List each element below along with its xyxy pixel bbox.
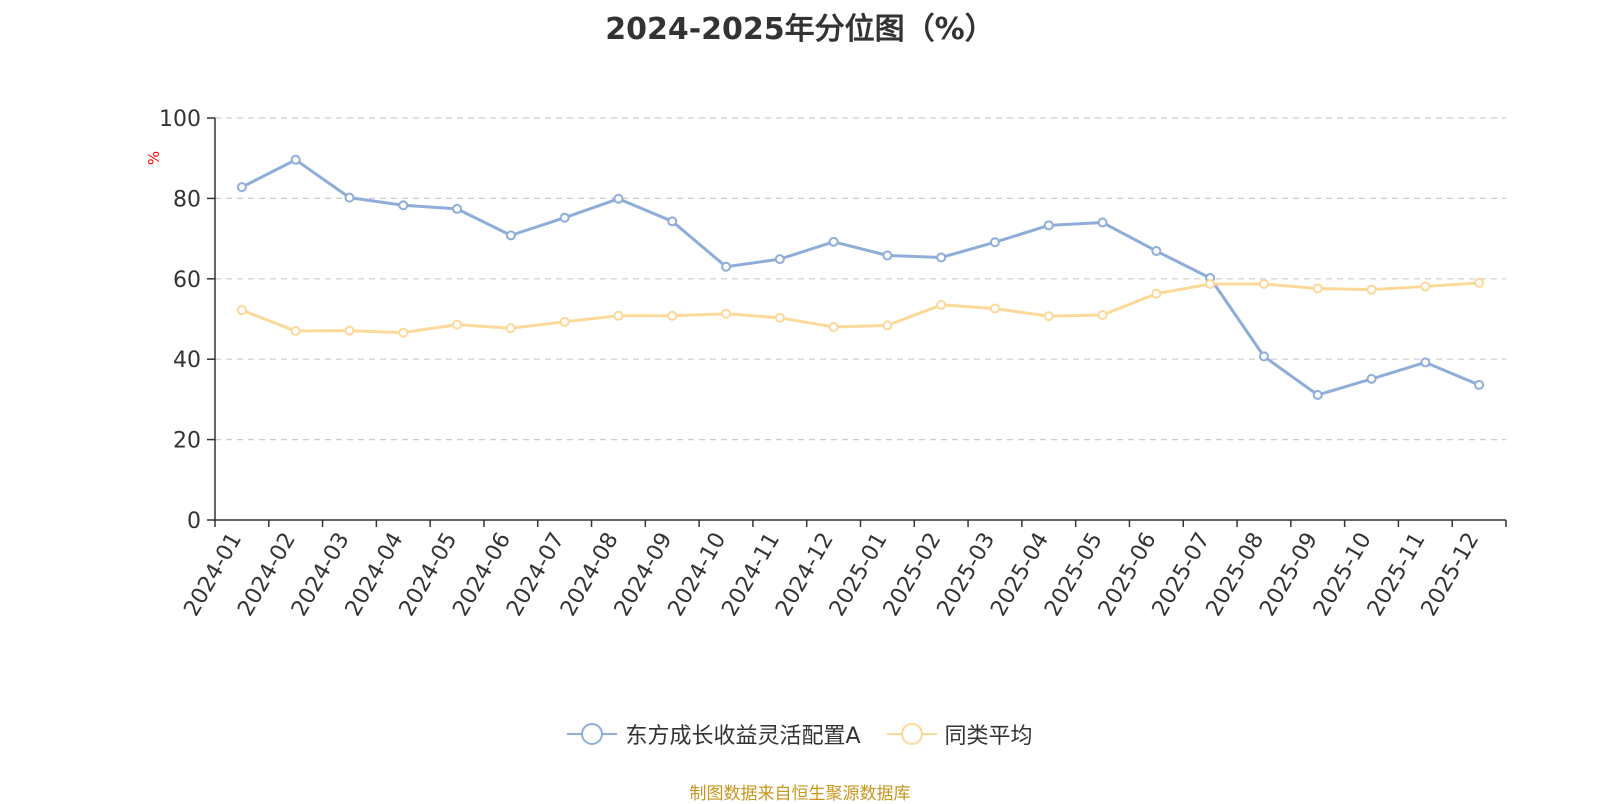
data-point-series-1-2024-02 (290, 154, 301, 165)
data-point-series-1-2025-05 (1097, 217, 1108, 228)
data-point-series-1-2025-12 (1474, 379, 1485, 390)
data-point-series-2-2025-07 (1205, 279, 1216, 290)
data-point-series-1-2024-06 (505, 230, 516, 241)
data-point-series-2-2025-05 (1097, 309, 1108, 320)
data-point-series-1-2025-02 (936, 252, 947, 263)
data-point-series-1-2024-03 (344, 192, 355, 203)
legend-label-series-2: 同类平均 (944, 724, 1033, 749)
data-point-series-1-2024-09 (667, 216, 678, 227)
data-point-series-2-2024-04 (398, 327, 409, 338)
series-lines (236, 154, 1485, 400)
data-point-series-2-2024-09 (667, 310, 678, 321)
data-point-series-2-2025-11 (1420, 281, 1431, 292)
data-point-series-2-2024-05 (452, 319, 463, 330)
data-point-series-1-2025-08 (1258, 351, 1269, 362)
data-point-series-1-2025-11 (1420, 357, 1431, 368)
legend-item-series-1[interactable]: 东方成长收益灵活配置A (567, 718, 861, 750)
y-axis-label: % (145, 151, 163, 165)
data-point-series-1-2025-09 (1312, 389, 1323, 400)
tick-label-y-60: 60 (173, 268, 201, 293)
data-point-series-2-2024-07 (559, 316, 570, 327)
data-point-series-1-2024-11 (774, 254, 785, 265)
data-point-series-2-2024-03 (344, 325, 355, 336)
data-point-series-1-2025-10 (1366, 373, 1377, 384)
data-point-series-2-2024-11 (774, 312, 785, 323)
data-point-series-2-2025-09 (1312, 283, 1323, 294)
data-point-series-1-2024-05 (452, 203, 463, 214)
data-point-series-1-2024-12 (828, 236, 839, 247)
data-point-series-2-2024-12 (828, 322, 839, 333)
data-point-series-2-2024-06 (505, 323, 516, 334)
data-point-series-2-2025-08 (1258, 279, 1269, 290)
data-point-series-2-2025-10 (1366, 284, 1377, 295)
data-point-series-2-2025-04 (1043, 311, 1054, 322)
data-point-series-2-2024-08 (613, 310, 624, 321)
data-point-series-1-2024-08 (613, 193, 624, 204)
data-point-series-1-2024-04 (398, 200, 409, 211)
data-point-series-2-2025-02 (936, 299, 947, 310)
legend-label-series-1: 东方成长收益灵活配置A (625, 724, 861, 749)
data-point-series-2-2025-03 (989, 303, 1000, 314)
tick-label-y-20: 20 (173, 429, 201, 454)
tick-label-y-40: 40 (173, 348, 201, 373)
data-point-series-1-2025-03 (989, 237, 1000, 248)
data-point-series-1-2024-10 (721, 261, 732, 272)
legend-marker-series-1-icon (567, 723, 618, 745)
data-point-series-1-2025-04 (1043, 220, 1054, 231)
data-point-series-2-2024-01 (236, 305, 247, 316)
axes: 020406080100%2024-012024-022024-032024-0… (145, 107, 1507, 621)
data-point-series-1-2024-07 (559, 212, 570, 223)
data-point-series-2-2025-06 (1151, 288, 1162, 299)
data-point-series-2-2025-12 (1474, 277, 1485, 288)
chart-title: 2024-2025年分位图（%） (605, 12, 995, 47)
data-point-series-2-2024-10 (721, 308, 732, 319)
series-line-2 (241, 281, 1480, 335)
tick-label-y-100: 100 (159, 107, 201, 132)
tick-label-y-0: 0 (187, 509, 201, 534)
legend-marker-series-2-icon (886, 723, 937, 745)
tick-label-y-80: 80 (173, 187, 201, 212)
data-point-series-2-2024-02 (290, 326, 301, 337)
data-point-series-2-2025-01 (882, 320, 893, 331)
data-point-series-1-2024-01 (236, 182, 247, 193)
data-point-series-1-2025-06 (1151, 246, 1162, 257)
legend-item-series-2[interactable]: 同类平均 (886, 718, 1033, 750)
legend: 东方成长收益灵活配置A 同类平均 (0, 718, 1600, 750)
series-line-1 (241, 158, 1480, 397)
data-point-series-1-2025-01 (882, 250, 893, 261)
data-source-note: 制图数据来自恒生聚源数据库 (689, 784, 911, 804)
